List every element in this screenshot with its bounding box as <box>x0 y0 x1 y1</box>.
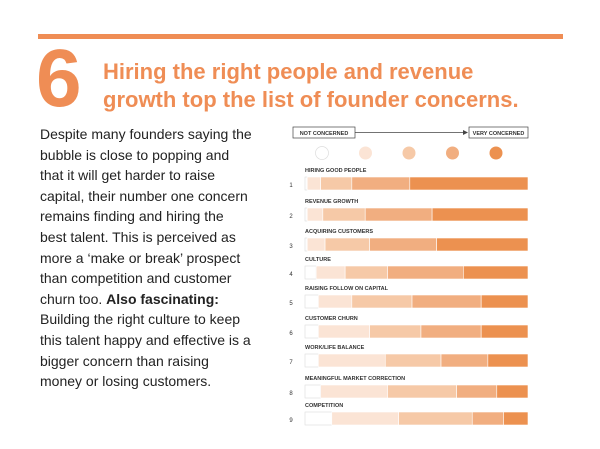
body-line: Despite many founders saying the <box>40 126 252 142</box>
category-label: COMPETITION <box>305 403 343 409</box>
body-line: than competition and customer <box>40 270 232 287</box>
bar-segment <box>480 324 529 339</box>
section-number: 6 <box>36 33 82 124</box>
bar-segment <box>324 237 370 252</box>
category-label: RAISING FOLLOW ON CAPITAL <box>305 286 389 292</box>
bar-segment <box>306 207 324 222</box>
bar-segment <box>463 265 529 280</box>
row-number: 5 <box>289 301 293 307</box>
bar-segment <box>320 176 353 191</box>
row-number: 3 <box>289 244 293 250</box>
bar-segment <box>304 265 317 280</box>
row-number: 8 <box>289 391 293 397</box>
row-number: 1 <box>289 183 293 189</box>
body-line: bubble is close to popping and <box>40 146 230 163</box>
bar-segment <box>331 411 399 426</box>
bar-segment <box>318 294 353 309</box>
body-line: this talent happy and effective is a <box>40 331 251 348</box>
bar-segment <box>306 176 321 191</box>
category-label: REVENUE GROWTH <box>305 199 358 205</box>
title-line: Hiring the right people and revenue <box>103 59 474 84</box>
bar-segment <box>320 384 388 399</box>
bar-segment <box>480 294 529 309</box>
body-line: best talent. This is perceived as <box>40 228 236 245</box>
bar-segment <box>431 207 529 222</box>
legend-swatch <box>359 146 372 160</box>
body-text: Despite many founders saying the bubble i… <box>40 124 252 392</box>
title: Hiring the right people and revenue grow… <box>103 58 519 114</box>
body-span: churn too. <box>40 290 103 307</box>
legend-arrowhead <box>463 130 468 135</box>
bar-segment <box>318 353 386 368</box>
legend-swatch <box>402 146 416 160</box>
legend-label: VERY CONCERNED <box>473 131 525 137</box>
bar-segment <box>436 237 529 252</box>
bar-segment <box>503 411 529 426</box>
bar-segment <box>315 265 346 280</box>
bar-segment <box>369 237 437 252</box>
row-number: 6 <box>289 331 293 337</box>
bold-text: Also fascinating: <box>106 290 219 307</box>
legend-box <box>468 126 529 139</box>
bar-segment <box>364 207 433 222</box>
bar-segment <box>304 384 321 399</box>
bar-segment <box>440 353 489 368</box>
category-label: WORK/LIFE BALANCE <box>305 345 365 351</box>
bar-segment <box>351 176 411 191</box>
category-label: CUSTOMER CHURN <box>305 316 358 322</box>
bar-segment <box>306 237 326 252</box>
bar-segment <box>304 411 333 426</box>
body-line: that it will get harder to raise <box>40 167 216 184</box>
body-line: more a ‘make or break’ prospect <box>40 249 241 266</box>
bar-segment <box>409 176 529 191</box>
bar-segment <box>369 324 422 339</box>
bar-segment <box>304 294 319 309</box>
bar-segment <box>387 384 457 399</box>
row-number: 2 <box>289 214 293 220</box>
bar-segment <box>351 294 413 309</box>
bar-segment <box>487 353 529 368</box>
category-label: ACQUIRING CUSTOMERS <box>305 229 373 235</box>
title-line: growth top the list of founder concerns. <box>103 87 519 112</box>
body-line: Building the right culture to keep <box>40 311 241 328</box>
bar-segment <box>411 294 482 309</box>
legend-label: NOT CONCERNED <box>300 131 349 137</box>
body-line: remains finding and hiring the <box>40 208 224 225</box>
bar-segment <box>387 265 464 280</box>
bar-segment <box>471 411 504 426</box>
body-line: money or losing customers. <box>40 373 212 390</box>
row-number: 4 <box>289 272 293 278</box>
bar-segment <box>398 411 473 426</box>
row-number: 7 <box>289 360 293 366</box>
bar-segment <box>420 324 482 339</box>
bar-segment <box>304 176 308 191</box>
legend-swatch <box>446 146 459 160</box>
bar-segment <box>318 324 370 339</box>
legend-swatch <box>315 146 329 160</box>
category-label: CULTURE <box>305 257 331 263</box>
category-label: HIRING GOOD PEOPLE <box>305 168 367 174</box>
body-line: bigger concern than raising <box>40 352 209 369</box>
bar-segment <box>304 353 319 368</box>
body-line: churn too. Also fascinating: <box>40 289 252 310</box>
category-label: MEANINGFUL MARKET CORRECTION <box>305 376 405 382</box>
bar-segment <box>384 353 442 368</box>
bar-segment <box>456 384 498 399</box>
legend-swatch <box>489 146 503 160</box>
bar-segment <box>304 207 308 222</box>
bar-segment <box>496 384 529 399</box>
row-number: 9 <box>289 418 293 424</box>
bar-segment <box>304 237 308 252</box>
top-rule <box>38 34 563 39</box>
bar-segment <box>322 207 366 222</box>
body-line: capital, their number one concern <box>40 187 248 204</box>
bar-segment <box>304 324 319 339</box>
bar-segment <box>344 265 388 280</box>
